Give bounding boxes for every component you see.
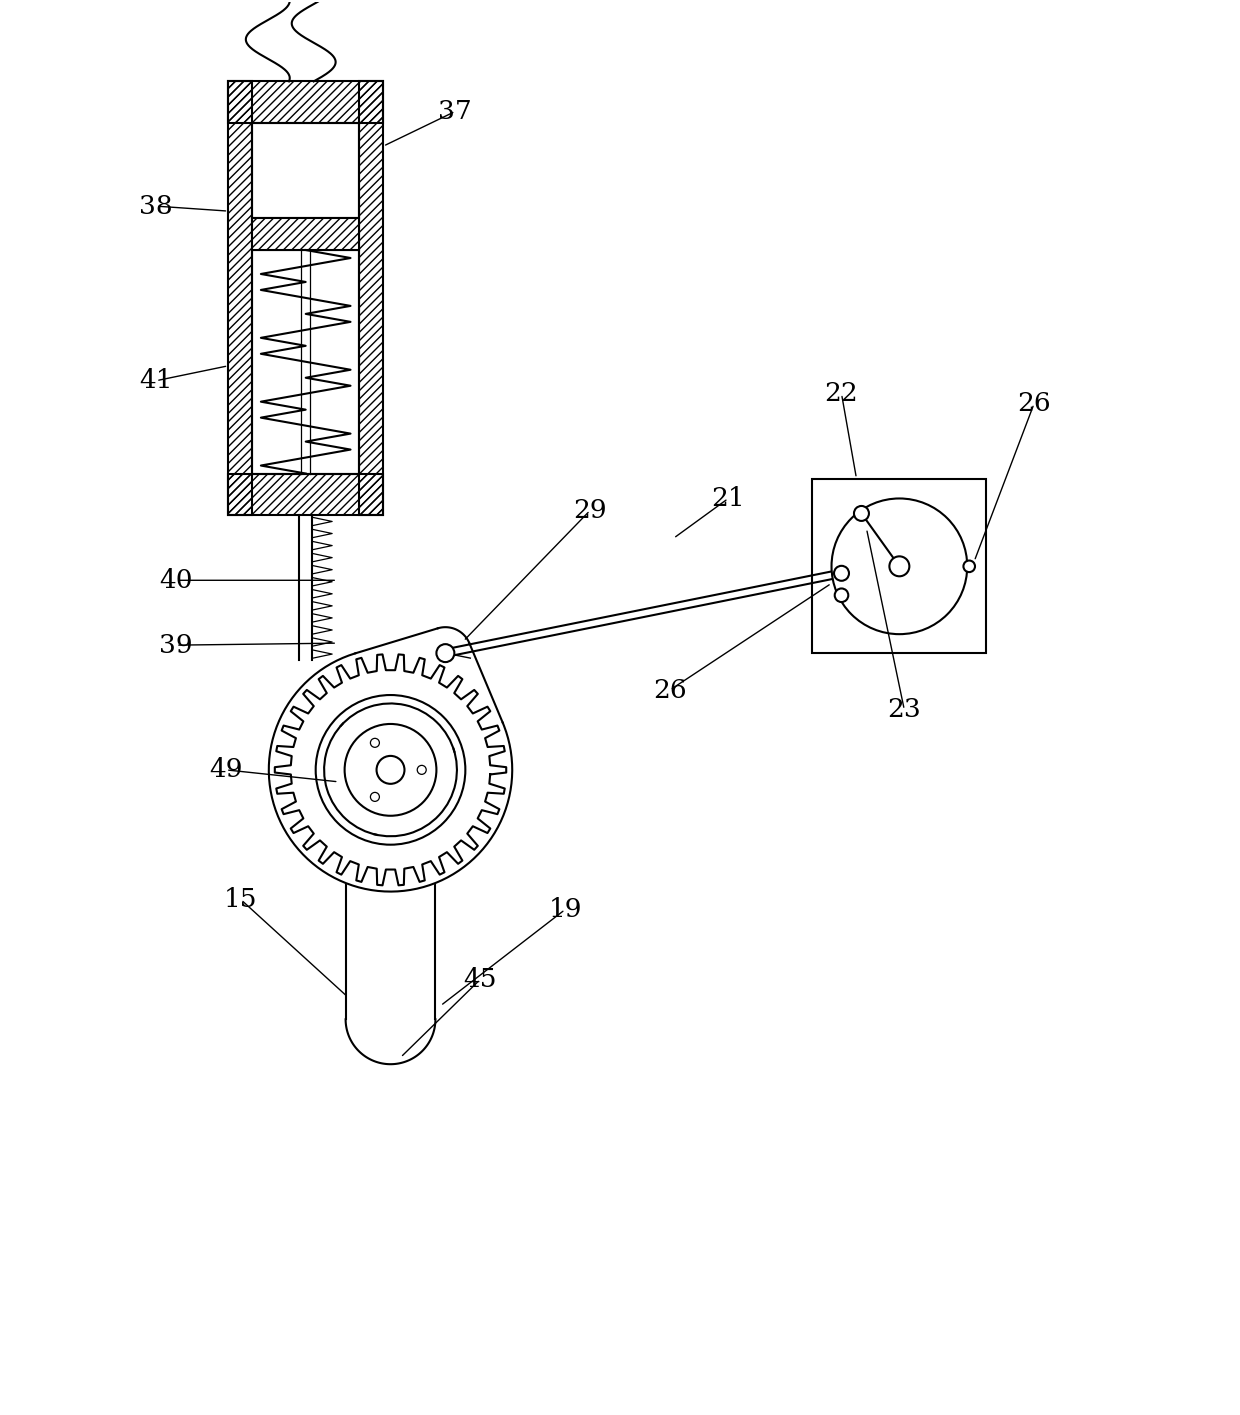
Circle shape bbox=[371, 792, 379, 801]
Bar bbox=[360, 82, 383, 515]
Text: 29: 29 bbox=[573, 498, 606, 524]
Circle shape bbox=[835, 589, 848, 601]
Circle shape bbox=[316, 695, 465, 845]
Bar bbox=[252, 218, 360, 250]
Polygon shape bbox=[275, 654, 506, 886]
Bar bbox=[228, 474, 383, 515]
Text: 23: 23 bbox=[888, 698, 921, 723]
Bar bbox=[811, 478, 986, 654]
Circle shape bbox=[417, 766, 427, 774]
Circle shape bbox=[889, 556, 909, 576]
Text: 21: 21 bbox=[712, 485, 745, 511]
Bar bbox=[228, 82, 252, 515]
Circle shape bbox=[963, 560, 975, 572]
Text: 41: 41 bbox=[139, 368, 172, 393]
Text: 22: 22 bbox=[825, 381, 858, 406]
Bar bbox=[252, 250, 360, 474]
Text: 19: 19 bbox=[548, 897, 582, 923]
Bar bbox=[228, 474, 383, 515]
Bar bbox=[360, 82, 383, 515]
Text: 38: 38 bbox=[139, 194, 172, 219]
Text: 45: 45 bbox=[464, 966, 497, 992]
Text: 15: 15 bbox=[224, 887, 258, 913]
Bar bbox=[228, 82, 252, 515]
Circle shape bbox=[345, 724, 436, 816]
Bar bbox=[252, 218, 360, 250]
Bar bbox=[228, 82, 383, 123]
Text: 49: 49 bbox=[210, 757, 243, 782]
Bar bbox=[228, 82, 383, 123]
Text: 26: 26 bbox=[1017, 391, 1050, 416]
Bar bbox=[228, 82, 252, 515]
Text: 40: 40 bbox=[159, 567, 192, 593]
Text: 37: 37 bbox=[439, 99, 472, 125]
Polygon shape bbox=[269, 627, 512, 891]
Bar bbox=[360, 82, 383, 515]
Circle shape bbox=[436, 644, 454, 662]
Bar bbox=[252, 123, 360, 218]
Text: 26: 26 bbox=[653, 678, 687, 702]
Circle shape bbox=[832, 498, 967, 634]
Bar bbox=[252, 218, 360, 250]
Circle shape bbox=[835, 566, 849, 580]
Bar bbox=[228, 82, 383, 123]
Circle shape bbox=[377, 756, 404, 784]
Circle shape bbox=[854, 507, 869, 521]
Text: 39: 39 bbox=[159, 633, 192, 658]
Bar bbox=[228, 474, 383, 515]
Circle shape bbox=[371, 739, 379, 747]
